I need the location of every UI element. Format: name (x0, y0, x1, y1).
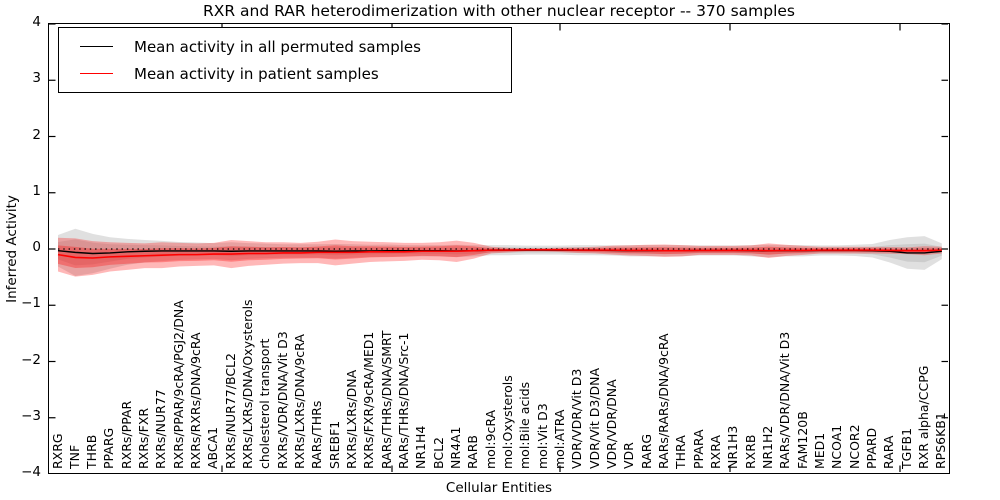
x-axis-label: Cellular Entities (445, 480, 553, 496)
permuted-std-band-inner (58, 239, 942, 266)
legend-label: Mean activity in patient samples (134, 64, 379, 83)
x-tick-label: RXRs/NUR77 (153, 389, 169, 469)
x-tick-label: RARs/RARs/DNA/9cRA (656, 333, 672, 469)
y-tick-label: 2 (32, 126, 41, 143)
x-tick-label: VDR/VDR/Vit D3 (569, 368, 585, 469)
x-tick-label: mol:ATRA (552, 409, 568, 469)
chart-title: RXR and RAR heterodimerization with othe… (202, 2, 796, 20)
x-tick-label: THRA (673, 435, 689, 469)
x-tick-label: RARG (638, 433, 654, 469)
patient-std-band-outer (58, 237, 942, 277)
x-tick-label: RXRs/LXRs/DNA (344, 369, 360, 469)
x-tick-label: RXRG (49, 433, 65, 469)
patient-mean-line (57, 249, 942, 259)
x-tick-label: FAM120B (794, 411, 810, 469)
legend-line-swatch (80, 73, 113, 74)
x-tick-label: PPARA (690, 429, 706, 469)
y-tick-label: 0 (32, 239, 41, 255)
x-tick-label: SREBF1 (326, 420, 342, 469)
x-tick-label: RXRs/PPAR (118, 400, 134, 469)
y-tick-label: −4 (21, 464, 41, 480)
x-tick-label: cholesterol transport (257, 338, 273, 469)
x-tick-label: TGFB1 (898, 427, 914, 469)
x-tick-label: RARs/VDR/DNA/Vit D3 (777, 331, 793, 469)
x-tick-label: mol:Vit D3 (534, 403, 550, 469)
x-tick-label: RXR alpha/CCPG (916, 365, 931, 469)
x-tick-label: VDR (621, 442, 637, 469)
x-tick-label: VDR/VDR/DNA (604, 379, 620, 469)
x-tick-label: PPARG (101, 427, 117, 469)
x-tick-label: RARs/THRs (309, 400, 325, 469)
x-tick-label: RXRs/NUR77/BCL2 (222, 353, 238, 469)
x-tick-label: RXRs/VDR/DNA/Vit D3 (274, 331, 290, 469)
chart-canvas (49, 24, 948, 472)
y-tick-label: 3 (32, 70, 41, 87)
x-tick-label: NR1H4 (413, 425, 429, 469)
y-tick-label: 4 (32, 14, 41, 30)
x-tick-label: mol:Oxysterols (500, 375, 516, 469)
x-tick-label: RPS6KB1 (933, 412, 949, 469)
x-tick-label: NR4A1 (448, 426, 464, 470)
x-tick-label: RXRs/FXR/9cRA/MED1 (361, 331, 377, 469)
x-tick-label: RXRs/RXRs/DNA/9cRA (188, 332, 204, 469)
x-tick-label: RXRs/LXRs/DNA/9cRA (292, 334, 308, 469)
x-tick-label: NCOR2 (846, 424, 862, 469)
x-tick-label: NR1H2 (760, 425, 776, 469)
y-tick-label: 1 (32, 182, 41, 199)
legend: Mean activity in all permuted samples Mea… (58, 27, 512, 93)
x-tick-label: VDR/Vit D3/DNA (586, 367, 602, 469)
x-tick-label: TNF (66, 444, 82, 469)
x-tick-label: RXRs/PPAR/9cRA/PGJ2/DNA (170, 300, 186, 469)
y-tick-label: −1 (21, 295, 41, 312)
x-tick-label: NCOA1 (829, 424, 845, 469)
legend-line-swatch (80, 46, 113, 47)
x-tick-label: RXRB (742, 434, 758, 469)
x-tick-label: RARs/THRs/DNA/Src-1 (396, 332, 412, 469)
x-tick-label: MED1 (812, 432, 828, 469)
x-tick-label: mol:9cRA (482, 409, 498, 469)
x-tick-label: NR1H3 (725, 425, 741, 469)
x-tick-label: PPARD (864, 427, 879, 469)
x-tick-label: BCL2 (430, 436, 446, 469)
x-tick-label: RXRs/FXR (136, 407, 152, 469)
x-tick-label: RXRs/LXRs/DNA/Oxysterols (240, 299, 256, 469)
x-tick-label: THRB (84, 434, 100, 469)
x-tick-label: mol:Bile acids (517, 381, 533, 469)
legend-entry: Mean activity in all permuted samples (67, 33, 503, 60)
x-tick-label: RXRA (708, 435, 724, 469)
legend-entry: Mean activity in patient samples (67, 60, 503, 87)
y-tick-label: −3 (21, 407, 41, 424)
plot-area (48, 23, 950, 474)
legend-label: Mean activity in all permuted samples (134, 37, 421, 56)
y-tick-label: −2 (21, 351, 41, 368)
x-tick-label: ABCA1 (205, 426, 221, 469)
x-tick-label: RARA (881, 435, 897, 469)
permuted-std-band-outer (58, 228, 942, 276)
x-tick-label: RARs/THRs/DNA/SMRT (378, 330, 394, 469)
x-tick-label: RARB (465, 435, 481, 469)
